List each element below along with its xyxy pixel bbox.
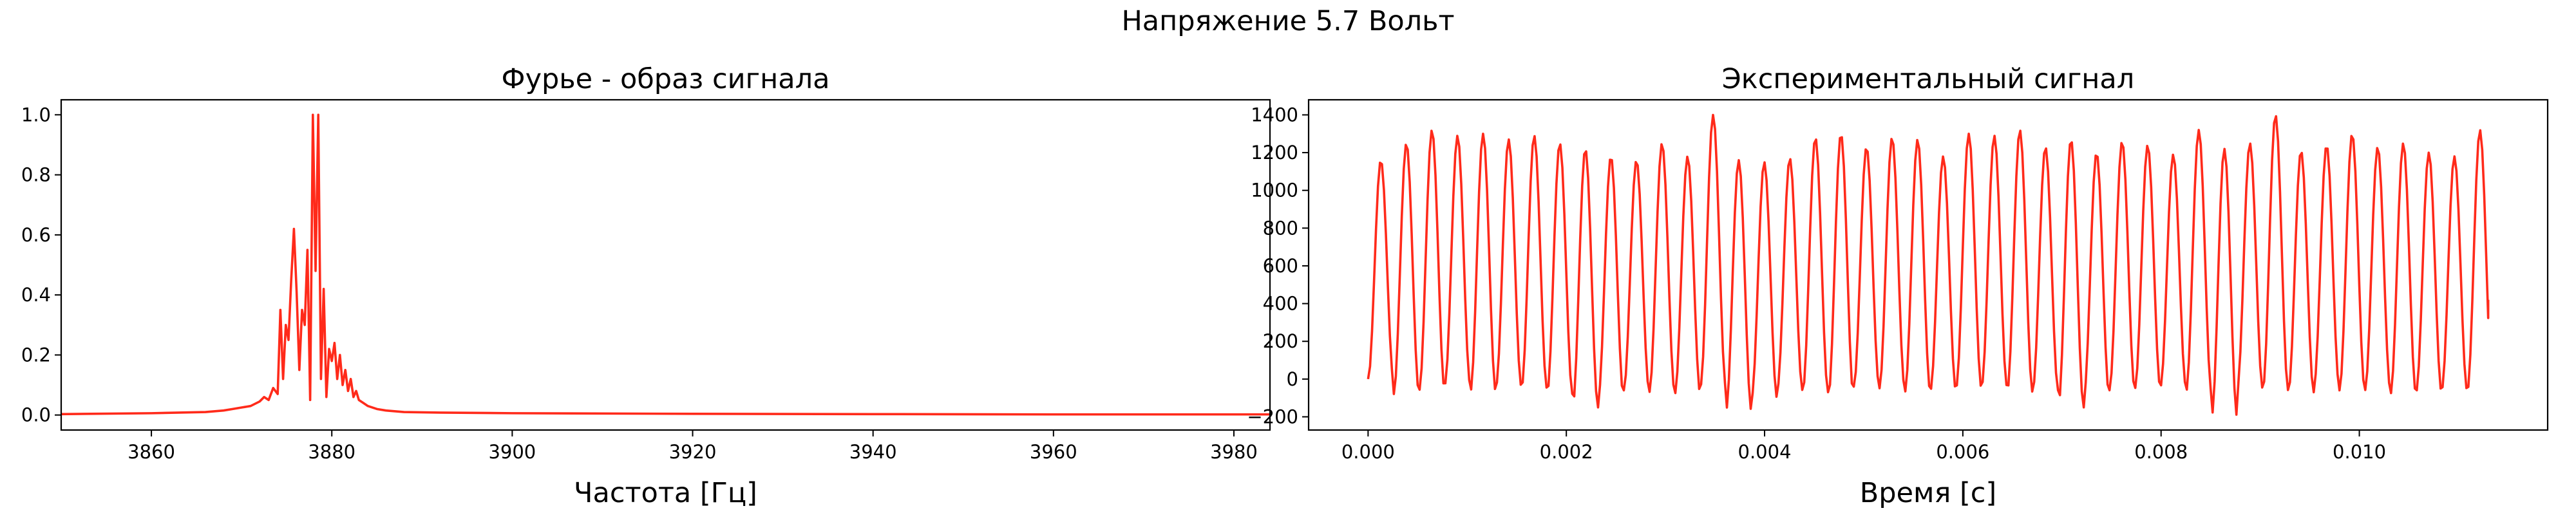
x-tick-label: 0.008 bbox=[2134, 441, 2188, 463]
y-tick-label: 0.0 bbox=[21, 404, 51, 426]
series-line-0 bbox=[1367, 113, 2490, 416]
signal-time-panel: 0.000 0.002 0.004 0.006 0.008 0.010 −200 0 200 40… bbox=[1247, 63, 2549, 509]
plot-frame bbox=[1307, 98, 2549, 431]
y-tick-label: 1400 bbox=[1251, 104, 1298, 126]
y-tick-label: 600 bbox=[1263, 255, 1298, 277]
axes-title: Экспериментальный сигнал bbox=[1722, 63, 2135, 95]
x-tick-label: 0.006 bbox=[1936, 441, 1989, 463]
y-tick-label: 0.4 bbox=[21, 284, 51, 306]
x-tick-label: 0.002 bbox=[1540, 441, 1593, 463]
x-tick-label: 3880 bbox=[308, 441, 355, 463]
x-tick-label: 3940 bbox=[849, 441, 897, 463]
plot-frame bbox=[60, 98, 1271, 431]
y-tick-label: 0.8 bbox=[21, 164, 51, 186]
x-axis-label: Время [с] bbox=[1860, 477, 1996, 509]
x-tick-label: 0.004 bbox=[1738, 441, 1792, 463]
x-tick-label: 3980 bbox=[1210, 441, 1258, 463]
y-tick-label: 1.0 bbox=[21, 104, 51, 126]
x-tick-label: 3920 bbox=[669, 441, 717, 463]
x-axis-label: Частота [Гц] bbox=[574, 477, 757, 509]
series-line-0 bbox=[61, 113, 1270, 416]
y-tick-label: 0.6 bbox=[21, 224, 51, 246]
axes-title: Фурье - образ сигнала bbox=[502, 63, 830, 95]
fourier-spectrum-panel: 3860 3880 3900 3920 3940 3960 3980 0.0 0.2 0.4 0.6… bbox=[21, 63, 1271, 509]
x-tick-label: 0.010 bbox=[2333, 441, 2386, 463]
y-tick-label: 1200 bbox=[1251, 142, 1298, 164]
x-tick-label: 3900 bbox=[488, 441, 536, 463]
x-tick-label: 3960 bbox=[1030, 441, 1077, 463]
y-tick-label: 1000 bbox=[1251, 180, 1298, 201]
y-tick-label: 400 bbox=[1263, 293, 1298, 315]
y-tick-label: 0.2 bbox=[21, 344, 51, 366]
x-tick-label: 3860 bbox=[128, 441, 175, 463]
figure-suptitle: Напряжение 5.7 Вольт bbox=[1121, 5, 1455, 37]
y-tick-label: 800 bbox=[1263, 217, 1298, 239]
y-tick-label: 0 bbox=[1287, 368, 1298, 390]
y-tick-label: 200 bbox=[1263, 330, 1298, 352]
x-tick-label: 0.000 bbox=[1341, 441, 1395, 463]
y-tick-label: −200 bbox=[1247, 406, 1298, 427]
